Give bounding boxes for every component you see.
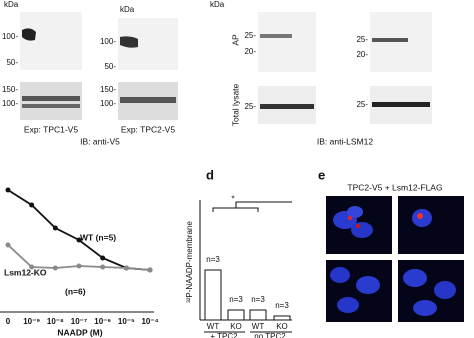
x-tick-label: KO [230,322,242,331]
caption: Exp: TPC1-V5 [24,124,78,134]
marker: 100- [100,37,116,46]
marker: 100- [2,99,18,108]
band [120,36,138,48]
kda: kDa [210,0,225,9]
x-tick-label: 10⁻⁸ [47,317,64,326]
micrograph [326,196,464,322]
band [22,28,36,41]
x-tick-label: 0 [6,317,11,326]
marker: 100- [2,32,18,41]
marker: 100- [100,99,116,108]
x-tick-label: 10⁻⁵ [118,317,135,326]
y-axis-title: ³²P-NAADP-membrane [185,221,194,303]
band [260,34,292,38]
x-tick-label: 10⁻⁶ [94,317,111,326]
x-tick-label: KO [276,322,288,331]
band [22,96,80,101]
point [52,225,58,231]
bar [227,309,245,321]
band [120,97,176,103]
point [100,255,106,261]
point [52,265,58,271]
point [123,265,129,271]
caption: Exp: TPC2-V5 [121,124,175,134]
point [5,242,11,248]
band [372,102,430,107]
bar [204,269,222,321]
point [76,263,82,269]
band [22,104,80,108]
marker: 150- [2,85,18,94]
bar [249,309,267,321]
marker: 50- [6,58,18,67]
x-tick-label: 10⁻⁷ [71,317,87,326]
row-label: AP [230,34,240,46]
group-label: no TPC2 [254,332,286,338]
point [5,187,11,193]
x-tick-label: 10⁻⁹ [23,317,40,326]
marker: 25- [244,31,256,40]
band [260,104,314,109]
panel-letter: d [206,167,214,182]
point [76,237,82,243]
annotation: n=3 [229,295,243,304]
marker: 20- [244,47,256,56]
x-tick-label: WT [252,322,265,331]
blot [258,12,316,72]
ib-label: IB: anti-V5 [80,136,120,146]
panel-title: TPC2-V5 + Lsm12-FLAG [347,182,442,192]
annotation: (n=6) [65,286,86,296]
kda: kDa [4,0,19,9]
marker: 150- [100,85,116,94]
legend-label: WT (n=5) [80,232,116,242]
point [29,264,35,270]
x-tick-label: WT [207,322,220,331]
legend-label: Lsm12-KO [4,267,47,277]
x-axis-title: NAADP (M) [57,327,102,337]
annotation: * [231,193,235,203]
bar [273,315,291,321]
marker: 25- [356,100,368,109]
group-label: + TPC2 [210,332,238,338]
marker: 25- [356,35,368,44]
x-tick-label: 10⁻⁴ [141,317,158,326]
point [147,267,153,273]
band [372,38,408,42]
annotation: n=3 [275,301,289,310]
point [29,202,35,208]
line [7,189,151,271]
ib-label: IB: anti-LSM12 [317,136,373,146]
kda: kDa [120,5,135,14]
blot [20,12,82,70]
significance-bracket [212,201,292,212]
marker: 50- [104,62,116,71]
annotation: n=3 [251,295,265,304]
annotation: n=3 [206,255,220,264]
point [100,264,106,270]
marker: 20- [356,50,368,59]
row-label: Total lysate [230,83,240,126]
marker: 25- [244,102,256,111]
panel-letter: e [318,167,325,182]
